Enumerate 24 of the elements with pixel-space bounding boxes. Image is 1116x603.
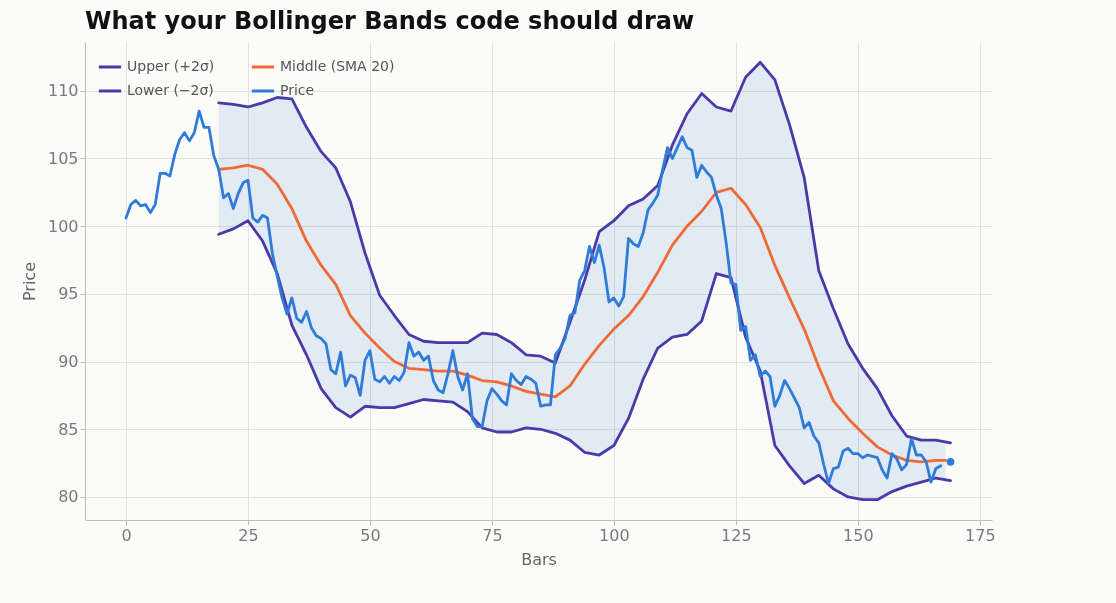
legend-label: Middle (SMA 20) — [280, 58, 395, 74]
x-tick-label: 75 — [482, 525, 503, 545]
x-axis-title: Bars — [521, 549, 557, 569]
y-tick-label: 105 — [47, 148, 79, 168]
x-tick-label: 150 — [843, 525, 874, 545]
line-series — [124, 109, 943, 485]
x-tick-label: 100 — [599, 525, 630, 545]
x-tick-label: 50 — [360, 525, 381, 545]
y-tick-label: 95 — [58, 284, 79, 304]
y-tick-label: 90 — [58, 352, 79, 372]
y-tick-label: 100 — [47, 216, 79, 236]
line-series — [217, 219, 952, 502]
y-tick-label: 80 — [58, 487, 79, 507]
chart-title: What your Bollinger Bands code should draw — [85, 7, 695, 35]
y-axis-title: Price — [19, 261, 39, 302]
x-tick-label: 175 — [965, 525, 996, 545]
legend-label: Upper (+2σ) — [127, 58, 215, 74]
legend-label: Price — [280, 82, 315, 98]
x-tick-label: 0 — [121, 525, 132, 545]
y-tick-label: 85 — [58, 419, 79, 439]
legend-label: Lower (−2σ) — [127, 82, 214, 98]
y-tick-label: 110 — [47, 81, 79, 101]
x-tick-label: 25 — [238, 525, 259, 545]
x-tick-label: 125 — [721, 525, 752, 545]
